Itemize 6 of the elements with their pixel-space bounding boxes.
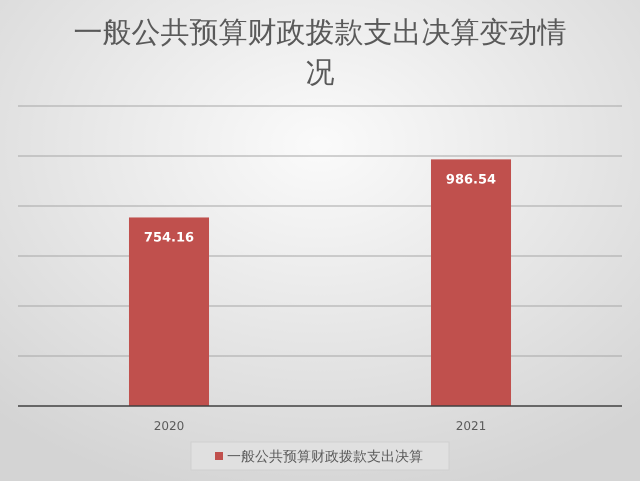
x-tick-label: 2020 — [154, 419, 184, 433]
x-tick-label: 2021 — [456, 419, 486, 433]
legend-label: 一般公共预算财政拨款支出决算 — [227, 449, 423, 465]
chart-title: 一般公共预算财政拨款支出决算变动情况 — [72, 14, 568, 91]
data-label: 986.54 — [446, 172, 496, 188]
data-label: 754.16 — [144, 230, 194, 246]
